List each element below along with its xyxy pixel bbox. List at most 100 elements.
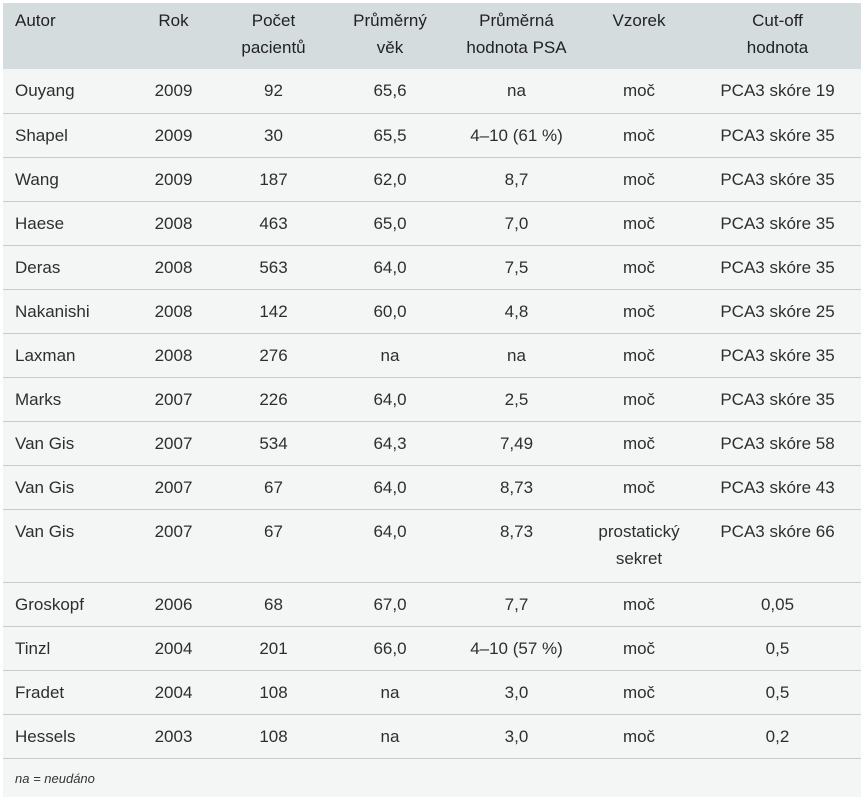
cell-autor: Van Gis [15,521,75,541]
cell-pocet-pacientu: 108 [259,726,288,746]
cell-prumerna-hodnota-psa: 2,5 [504,389,529,409]
table-header-row: Autor Rok Počet pacientů Průměrný věk Pr… [3,3,861,69]
cell-cut-off-hodnota: 0,05 [760,594,795,614]
cell-vzorek: moč [622,125,656,145]
cell-rok: 2009 [154,81,193,100]
cell-cut-off-hodnota: 0,5 [765,638,790,658]
cell-autor: Fradet [15,682,65,702]
cell-autor: Marks [15,389,62,409]
cell-pocet-pacientu: 534 [259,433,288,453]
cell-rok: 2007 [154,389,193,409]
cell-prumerna-hodnota-psa: 4–10 (61 %) [470,125,563,145]
study-table: Autor Rok Počet pacientů Průměrný věk Pr… [3,3,861,759]
table-row: Hessels 2003 108 na 3,0 moč 0,2 [3,714,861,758]
table-row: Van Gis 2007 67 64,0 8,73 prostatický sekret P… [3,509,861,582]
cell-vzorek: moč [622,726,656,746]
table-row: Marks 2007 226 64,0 2,5 moč PCA3 skóre 35 [3,377,861,421]
cell-pocet-pacientu: 201 [259,638,288,658]
cell-cut-off-hodnota: 0,2 [765,726,790,746]
cell-autor: Laxman [15,345,76,365]
table-row: Laxman 2008 276 na na moč PCA3 skóre 35 [3,333,861,377]
cell-rok: 2003 [154,726,193,746]
cell-autor: Nakanishi [15,301,90,321]
cell-autor: Van Gis [15,433,75,453]
cell-prumerny-vek: 62,0 [373,169,407,189]
cell-vzorek: moč [622,345,656,365]
cell-rok: 2007 [154,477,193,497]
header-pocet-pacientu: Počet pacientů [241,11,306,57]
cell-prumerna-hodnota-psa: na [507,81,526,100]
cell-prumerny-vek: 65,0 [373,213,407,233]
cell-rok: 2009 [154,125,193,145]
cell-pocet-pacientu: 187 [259,169,288,189]
header-prumerny-vek: Průměrný věk [353,11,427,57]
cell-rok: 2008 [154,345,193,365]
cell-cut-off-hodnota: PCA3 skóre 35 [720,125,835,145]
cell-vzorek: moč [622,638,656,658]
cell-prumerna-hodnota-psa: 3,0 [504,726,529,746]
cell-prumerna-hodnota-psa: na [507,345,526,365]
cell-cut-off-hodnota: PCA3 skóre 35 [720,213,835,233]
cell-cut-off-hodnota: PCA3 skóre 43 [720,477,835,497]
cell-prumerny-vek: 64,0 [373,389,407,409]
cell-cut-off-hodnota: PCA3 skóre 58 [720,433,835,453]
cell-vzorek: moč [622,257,656,277]
cell-autor: Haese [15,213,65,233]
table-footnote: na = neudáno [15,770,95,786]
cell-pocet-pacientu: 68 [264,594,283,614]
cell-vzorek: moč [622,682,656,702]
cell-rok: 2007 [154,433,193,453]
cell-pocet-pacientu: 67 [264,477,283,497]
cell-rok: 2008 [154,257,193,277]
cell-prumerny-vek: 64,3 [373,433,407,453]
cell-cut-off-hodnota: PCA3 skóre 66 [720,521,835,541]
cell-prumerny-vek: 66,0 [373,638,407,658]
cell-rok: 2004 [154,682,193,702]
cell-prumerna-hodnota-psa: 7,49 [499,433,534,453]
cell-autor: Groskopf [15,594,84,614]
cell-vzorek: moč [622,213,656,233]
cell-prumerny-vek: na [380,345,400,365]
cell-prumerny-vek: 64,0 [373,477,407,497]
cell-cut-off-hodnota: PCA3 skóre 35 [720,257,835,277]
cell-prumerny-vek: 65,6 [373,81,407,100]
table-row: Shapel 2009 30 65,5 4–10 (61 %) moč PCA3 skóre… [3,113,861,157]
table-row: Van Gis 2007 67 64,0 8,73 moč PCA3 skóre 43 [3,465,861,509]
table-row: Groskopf 2006 68 67,0 7,7 moč 0,05 [3,582,861,626]
cell-rok: 2006 [154,594,193,614]
cell-prumerny-vek: na [380,682,400,702]
header-rok: Rok [158,11,189,30]
table-row: Fradet 2004 108 na 3,0 moč 0,5 [3,670,861,714]
cell-cut-off-hodnota: PCA3 skóre 25 [720,301,835,321]
cell-rok: 2007 [154,521,193,541]
header-cut-off-hodnota: Cut-off hodnota [746,11,809,57]
cell-pocet-pacientu: 142 [259,301,288,321]
cell-cut-off-hodnota: PCA3 skóre 35 [720,389,835,409]
cell-pocet-pacientu: 30 [264,125,283,145]
cell-vzorek: moč [622,81,656,100]
table-row: Tinzl 2004 201 66,0 4–10 (57 %) moč 0,5 [3,626,861,670]
cell-vzorek: moč [622,301,656,321]
table-row: Wang 2009 187 62,0 8,7 moč PCA3 skóre 35 [3,157,861,201]
cell-prumerny-vek: 67,0 [373,594,407,614]
cell-pocet-pacientu: 563 [259,257,288,277]
header-prumerna-hodnota-psa: Průměrná hodnota PSA [466,11,567,57]
cell-prumerna-hodnota-psa: 4–10 (57 %) [470,638,563,658]
cell-prumerny-vek: 64,0 [373,257,407,277]
cell-prumerny-vek: na [380,726,400,746]
cell-prumerna-hodnota-psa: 8,7 [504,169,529,189]
cell-prumerna-hodnota-psa: 8,73 [499,477,534,497]
cell-prumerna-hodnota-psa: 3,0 [504,682,529,702]
cell-autor: Van Gis [15,477,75,497]
cell-autor: Hessels [15,726,76,746]
cell-rok: 2008 [154,213,193,233]
cell-pocet-pacientu: 67 [264,521,283,541]
cell-pocet-pacientu: 108 [259,682,288,702]
cell-vzorek: moč [622,389,656,409]
cell-vzorek: moč [622,433,656,453]
cell-pocet-pacientu: 226 [259,389,288,409]
cell-vzorek: prostatický sekret [598,521,680,568]
cell-pocet-pacientu: 276 [259,345,288,365]
cell-prumerny-vek: 65,5 [373,125,407,145]
cell-vzorek: moč [622,594,656,614]
